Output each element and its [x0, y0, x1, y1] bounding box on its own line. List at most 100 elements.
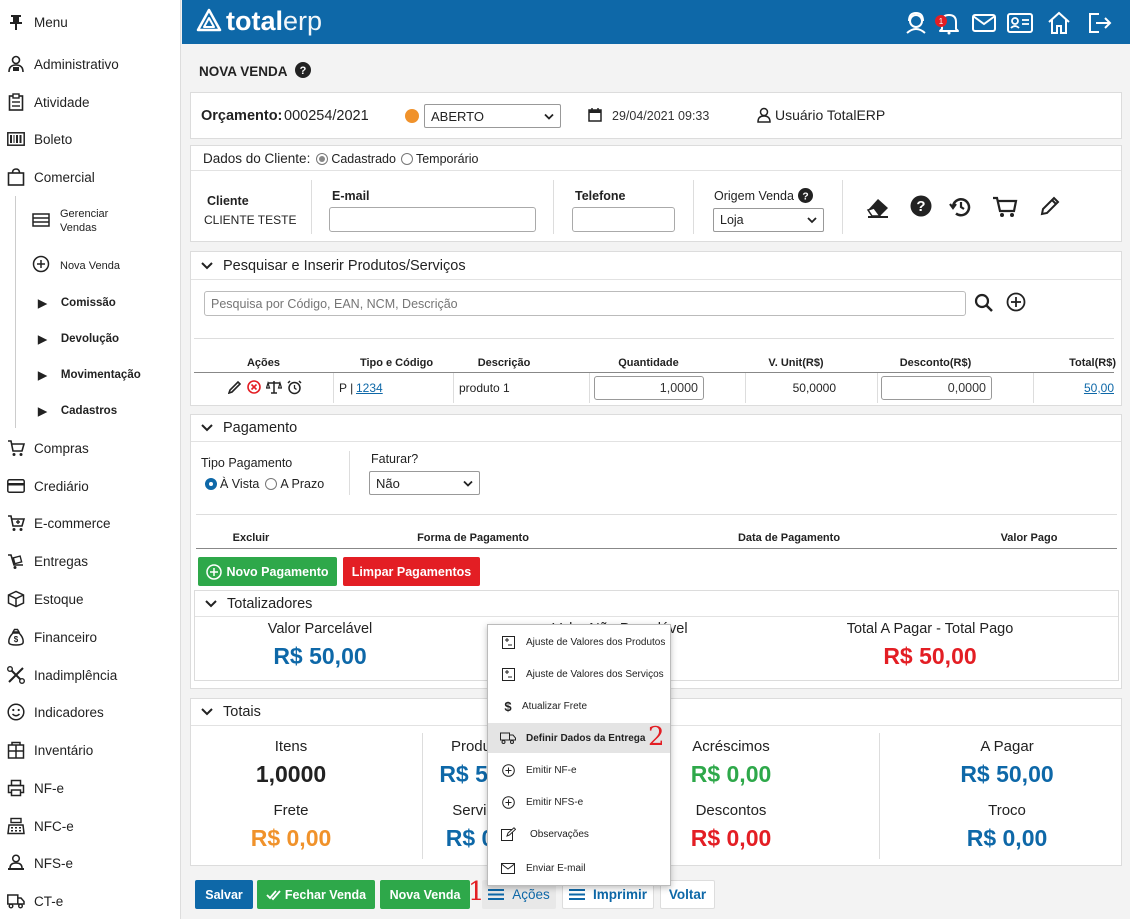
- barcode-icon: [6, 129, 26, 149]
- pencil-icon[interactable]: [1039, 195, 1061, 220]
- totais-section-header[interactable]: Totais: [201, 704, 261, 720]
- limpar-pagamentos-button[interactable]: Limpar Pagamentos: [343, 557, 480, 586]
- edit-pencil-icon[interactable]: [227, 380, 242, 397]
- radio-a-prazo[interactable]: [265, 478, 278, 490]
- sidebar-sub-comissao[interactable]: ▶ Comissão: [38, 296, 116, 310]
- status-select[interactable]: ABERTO: [424, 104, 561, 128]
- help-icon[interactable]: ?: [797, 188, 813, 203]
- sidebar-item-nf-e[interactable]: NF-e: [6, 776, 64, 800]
- balance-scale-icon[interactable]: [265, 380, 283, 397]
- menu-ajuste-produtos[interactable]: Ajuste de Valores dos Produtos: [488, 627, 670, 657]
- radio-a-vista[interactable]: [205, 478, 217, 490]
- id-card-icon[interactable]: [1006, 9, 1034, 37]
- sidebar-item-inadimpl-ncia[interactable]: Inadimplência: [6, 663, 117, 687]
- sidebar-item-label: Atividade: [34, 94, 90, 110]
- sidebar-item-indicadores[interactable]: Indicadores: [6, 700, 104, 724]
- sidebar-item-nfs-e[interactable]: NFS-e: [6, 851, 73, 875]
- cart-icon[interactable]: [992, 195, 1018, 222]
- sidebar-item-nfc-e[interactable]: NFC-e: [6, 814, 74, 838]
- menu-atualizar-frete[interactable]: $ Atualizar Frete: [488, 691, 670, 721]
- sidebar-sub-cadastros[interactable]: ▶ Cadastros: [38, 404, 117, 418]
- search-icon[interactable]: [974, 293, 994, 316]
- row-vunit: 50,0000: [792, 381, 836, 395]
- menu-enviar-email[interactable]: Enviar E-mail: [488, 853, 670, 883]
- home-icon[interactable]: [1045, 9, 1073, 37]
- divider: [196, 514, 1117, 515]
- plus-circle-icon: [206, 563, 223, 580]
- sidebar-sub-nova-venda[interactable]: Nova Venda: [32, 255, 120, 276]
- sidebar-item-invent-rio[interactable]: Inventário: [6, 738, 93, 762]
- sidebar-item-entregas[interactable]: Entregas: [6, 549, 88, 573]
- sidebar-item-compras[interactable]: Compras: [6, 436, 89, 460]
- menu-emitir-nfe[interactable]: Emitir NF-e: [488, 755, 670, 785]
- nova-venda-button[interactable]: Nova Venda: [380, 880, 470, 909]
- novo-pagamento-button[interactable]: Novo Pagamento: [198, 557, 337, 586]
- history-icon[interactable]: [949, 195, 973, 222]
- descontos-value: R$ 0,00: [690, 825, 772, 851]
- row-codigo-link[interactable]: 1234: [356, 381, 383, 395]
- orcamento-panel: Orçamento: 000254/2021 ABERTO 29/04/2021…: [190, 92, 1122, 139]
- voltar-button[interactable]: Voltar: [660, 880, 715, 909]
- menu-observacoes[interactable]: Observações: [488, 819, 670, 849]
- box-icon: [6, 589, 26, 609]
- telefone-label: Telefone: [575, 189, 626, 203]
- menu-emitir-nfse[interactable]: Emitir NFS-e: [488, 787, 670, 817]
- sidebar-item-credi-rio[interactable]: Crediário: [6, 474, 89, 498]
- sidebar-sub-devolucao[interactable]: ▶ Devolução: [38, 332, 119, 346]
- sidebar-item-estoque[interactable]: Estoque: [6, 587, 84, 611]
- movimentacao-label: Movimentação: [60, 369, 141, 381]
- sidebar-item-financeiro[interactable]: $ Financeiro: [6, 625, 97, 649]
- faturar-select[interactable]: Não: [369, 471, 480, 495]
- fechar-venda-button[interactable]: Fechar Venda: [257, 880, 375, 909]
- desconto-input[interactable]: [881, 376, 992, 400]
- alarm-clock-icon[interactable]: [287, 380, 302, 398]
- sidebar-item-comercial[interactable]: Comercial: [6, 165, 95, 189]
- divider: [349, 451, 350, 495]
- add-circle-icon[interactable]: [1006, 292, 1026, 315]
- sidebar-item-boleto[interactable]: Boleto: [6, 127, 72, 151]
- help-circle-icon[interactable]: ?: [910, 195, 932, 220]
- email-field[interactable]: [329, 207, 536, 232]
- product-search-input[interactable]: [204, 291, 966, 316]
- totalizadores-section-header[interactable]: Totalizadores: [205, 596, 312, 612]
- col-total: Total(R$): [1069, 357, 1116, 369]
- radio-cadastrado[interactable]: [316, 152, 329, 165]
- sidebar-item-ct-e[interactable]: CT-e: [6, 889, 63, 913]
- sidebar-sub-gerenciar-vendas[interactable]: Gerenciar Vendas: [32, 207, 108, 235]
- divider: [191, 170, 1121, 171]
- eraser-icon[interactable]: [866, 196, 890, 221]
- col-data-pagamento: Data de Pagamento: [737, 532, 841, 544]
- sidebar-sub-movimentacao[interactable]: ▶ Movimentação: [38, 368, 141, 382]
- col-forma-pagamento: Forma de Pagamento: [417, 532, 529, 544]
- truck-icon: [6, 551, 26, 571]
- menu-item-label: Ajuste de Valores dos Produtos: [526, 636, 666, 648]
- quantidade-input[interactable]: [594, 376, 704, 400]
- pagamento-section-header[interactable]: Pagamento: [201, 420, 297, 436]
- smile-icon: [6, 702, 26, 722]
- logo[interactable]: total erp: [196, 6, 322, 37]
- row-total-link[interactable]: 50,00: [1083, 381, 1114, 395]
- remove-circle-icon[interactable]: [247, 380, 261, 397]
- produtos-section-header[interactable]: Pesquisar e Inserir Produtos/Serviços: [201, 258, 466, 274]
- origem-label: Origem Venda: [714, 188, 794, 203]
- salvar-button[interactable]: Salvar: [195, 880, 253, 909]
- help-icon[interactable]: ?: [294, 62, 311, 81]
- support-icon[interactable]: [902, 9, 930, 37]
- sidebar-item-atividade[interactable]: Atividade: [6, 90, 90, 114]
- sidebar-item-administrativo[interactable]: Administrativo: [6, 52, 119, 76]
- menu-definir-entrega[interactable]: Definir Dados da Entrega: [488, 723, 670, 753]
- divider: [196, 548, 1117, 549]
- sidebar-item-e-commerce[interactable]: E-commerce: [6, 511, 111, 535]
- origem-select[interactable]: Loja: [713, 208, 824, 232]
- salvar-label: Salvar: [205, 887, 243, 902]
- divider: [194, 372, 1114, 373]
- mail-icon[interactable]: [970, 9, 998, 37]
- a-vista-label: À Vista: [220, 477, 260, 491]
- chevron-down-icon: [201, 424, 213, 432]
- sidebar-menu-toggle[interactable]: Menu: [6, 10, 68, 34]
- logout-icon[interactable]: [1086, 9, 1114, 37]
- telefone-field[interactable]: [572, 207, 675, 232]
- radio-temporario[interactable]: [400, 152, 413, 165]
- menu-ajuste-servicos[interactable]: Ajuste de Valores dos Serviços: [488, 659, 670, 689]
- sidebar-item-label: Boleto: [34, 131, 73, 147]
